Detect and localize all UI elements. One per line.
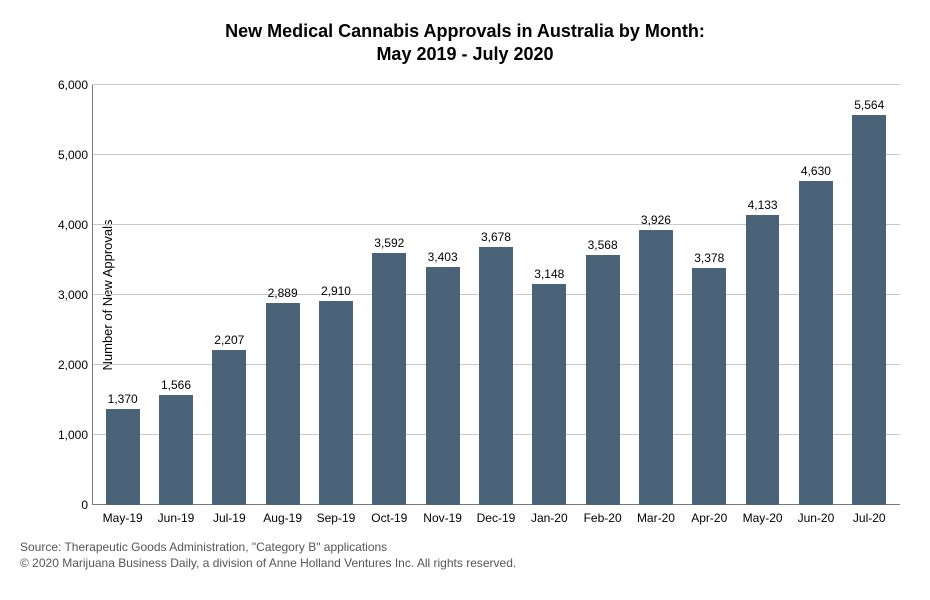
bar [692,268,726,504]
bar [746,215,780,504]
bar-wrap: 3,403 [416,85,469,505]
x-tick-label: Sep-19 [309,511,362,525]
bar [479,247,513,504]
bar-wrap: 3,568 [576,85,629,505]
bar [852,115,886,504]
y-tick-label: 3,000 [42,288,88,302]
bar-value-label: 3,926 [641,213,671,227]
x-axis-labels: May-19Jun-19Jul-19Aug-19Sep-19Oct-19Nov-… [92,505,900,525]
bar [266,303,300,505]
chart-container: New Medical Cannabis Approvals in Austra… [0,0,930,600]
bar-wrap: 2,207 [203,85,256,505]
bar-value-label: 1,566 [161,378,191,392]
x-tick-label: Jun-20 [789,511,842,525]
bar-value-label: 4,630 [801,164,831,178]
x-tick-label: Jun-19 [149,511,202,525]
y-tick-label: 2,000 [42,358,88,372]
bar-wrap: 3,678 [469,85,522,505]
bar [639,230,673,505]
x-tick-label: May-20 [736,511,789,525]
bar-wrap: 3,926 [629,85,682,505]
x-tick-label: Jul-19 [203,511,256,525]
x-tick-label: Apr-20 [683,511,736,525]
chart-title-line1: New Medical Cannabis Approvals in Austra… [20,20,910,43]
footer-source: Source: Therapeutic Goods Administration… [20,539,910,555]
bar [532,284,566,504]
footer-copyright: © 2020 Marijuana Business Daily, a divis… [20,555,910,571]
y-tick-label: 4,000 [42,218,88,232]
bar-value-label: 3,403 [428,250,458,264]
bar-value-label: 5,564 [854,98,884,112]
bar-wrap: 1,370 [96,85,149,505]
bar-value-label: 2,889 [268,286,298,300]
bar-wrap: 3,592 [363,85,416,505]
x-tick-label: May-19 [96,511,149,525]
bar-value-label: 3,148 [534,267,564,281]
bar-value-label: 3,378 [694,251,724,265]
bar-wrap: 4,133 [736,85,789,505]
bars-group: 1,370 1,566 2,207 2,889 2,910 3,592 3,403 3,678… [92,85,900,505]
bar [212,350,246,504]
chart-title-line2: May 2019 - July 2020 [20,43,910,66]
bar-wrap: 4,630 [789,85,842,505]
chart-title: New Medical Cannabis Approvals in Austra… [20,20,910,67]
bar-wrap: 1,566 [149,85,202,505]
bar [319,301,353,505]
bar-value-label: 2,207 [214,333,244,347]
bar-value-label: 3,592 [374,236,404,250]
bar-wrap: 3,378 [683,85,736,505]
bar-value-label: 1,370 [108,392,138,406]
x-tick-label: Jan-20 [523,511,576,525]
bar-value-label: 3,678 [481,230,511,244]
bar [372,253,406,504]
bar [799,181,833,505]
chart-footer: Source: Therapeutic Goods Administration… [20,539,910,571]
bar-value-label: 3,568 [588,238,618,252]
bar-wrap: 2,889 [256,85,309,505]
bar-wrap: 2,910 [309,85,362,505]
y-tick-label: 1,000 [42,428,88,442]
y-tick-label: 0 [42,498,88,512]
y-tick-label: 5,000 [42,148,88,162]
x-tick-label: Jul-20 [843,511,896,525]
bar-value-label: 4,133 [748,198,778,212]
y-axis-ticks: 01,0002,0003,0004,0005,0006,000 [42,85,88,505]
bar [106,409,140,505]
x-tick-label: Nov-19 [416,511,469,525]
bar [159,395,193,505]
bar-wrap: 5,564 [843,85,896,505]
x-tick-label: Aug-19 [256,511,309,525]
x-tick-label: Feb-20 [576,511,629,525]
bar-wrap: 3,148 [523,85,576,505]
bar-value-label: 2,910 [321,284,351,298]
y-tick-label: 6,000 [42,78,88,92]
bar [586,255,620,505]
x-tick-label: Mar-20 [629,511,682,525]
bar [426,267,460,505]
x-tick-label: Dec-19 [469,511,522,525]
x-tick-label: Oct-19 [363,511,416,525]
plot-area: Number of New Approvals 01,0002,0003,000… [92,85,900,505]
